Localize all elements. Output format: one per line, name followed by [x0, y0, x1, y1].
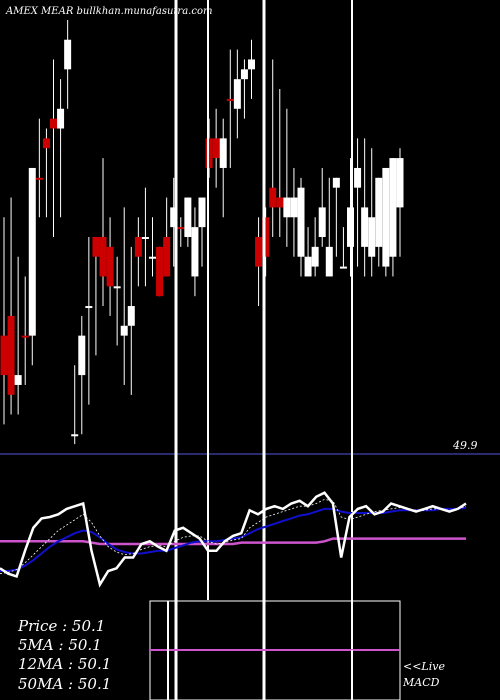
candle-body [255, 237, 263, 267]
candle-body [325, 246, 333, 277]
macd-label: MACD [402, 676, 440, 689]
stats-block: Price : 50.1 5MA : 50.1 12MA : 50.1 50MA… [17, 617, 445, 693]
candle-body [332, 177, 340, 188]
candle-body [361, 207, 369, 247]
candle-body [205, 138, 213, 168]
candle-body [276, 197, 284, 208]
candle-body [42, 138, 50, 149]
chart-title: AMEX MEAR bullkhan.munafasutra.com [5, 6, 212, 17]
candle-body [191, 227, 199, 277]
candle-body [290, 197, 298, 218]
ma5-stat: 5MA : 50.1 [18, 636, 102, 654]
candle-body [226, 98, 234, 101]
candle-body [78, 335, 86, 376]
indicator-panel [0, 491, 467, 588]
ma50-stat: 50MA : 50.1 [18, 675, 111, 693]
candle-body [311, 246, 319, 267]
candle-body [212, 138, 220, 159]
candle-body [389, 158, 397, 257]
candle-body [297, 187, 305, 257]
candle-body [184, 197, 192, 237]
candle-body [347, 207, 354, 247]
candle-body [14, 375, 22, 385]
candle-body [134, 237, 142, 257]
candlestick-series [0, 20, 404, 445]
candle-body [28, 167, 36, 336]
candle-body [368, 217, 376, 257]
candle-body [318, 207, 326, 237]
candle-body [375, 177, 383, 247]
candle-body [354, 167, 362, 188]
candle-body [64, 39, 72, 70]
candle-body [219, 138, 227, 168]
candle-body [163, 237, 171, 277]
candle-body [106, 246, 114, 287]
candle-body [92, 237, 100, 257]
candle-body [57, 108, 65, 129]
candle-body [248, 59, 255, 70]
price-line [0, 491, 467, 588]
candle-body [120, 325, 128, 336]
candle-body [170, 207, 178, 228]
candle-body [269, 187, 277, 208]
candle-body [35, 177, 43, 180]
candle-body [50, 118, 57, 129]
candle-body [304, 256, 312, 277]
candle-body [85, 306, 93, 309]
candle-body [156, 246, 164, 297]
ma5-line [0, 498, 467, 575]
candle-body [149, 256, 156, 259]
candle-body [198, 197, 206, 228]
candle-body [113, 286, 121, 289]
candle-body [7, 315, 15, 395]
candle-body [396, 158, 404, 208]
live-label[interactable]: <<Live [403, 660, 445, 673]
candle-body [71, 434, 79, 437]
candle-body [240, 69, 248, 80]
candle-body [339, 266, 347, 269]
candle-body [21, 335, 29, 338]
candle-body [177, 227, 185, 230]
ma50-line [0, 537, 466, 546]
vertical-markers [174, 0, 353, 700]
candle-body [127, 306, 135, 326]
ma12-stat: 12MA : 50.1 [18, 655, 111, 673]
candle-body [0, 335, 8, 376]
price-panel: 49.9 [0, 20, 500, 455]
reference-level-label: 49.9 [452, 439, 478, 452]
candle-body [99, 237, 107, 277]
candle-body [382, 167, 390, 267]
candle-body [283, 197, 291, 218]
candle-body [262, 217, 270, 257]
price-stat: Price : 50.1 [17, 617, 105, 635]
candle-body [233, 79, 241, 109]
ma12-line [0, 506, 467, 572]
macd-panel [149, 600, 401, 700]
candle-body [141, 237, 149, 239]
